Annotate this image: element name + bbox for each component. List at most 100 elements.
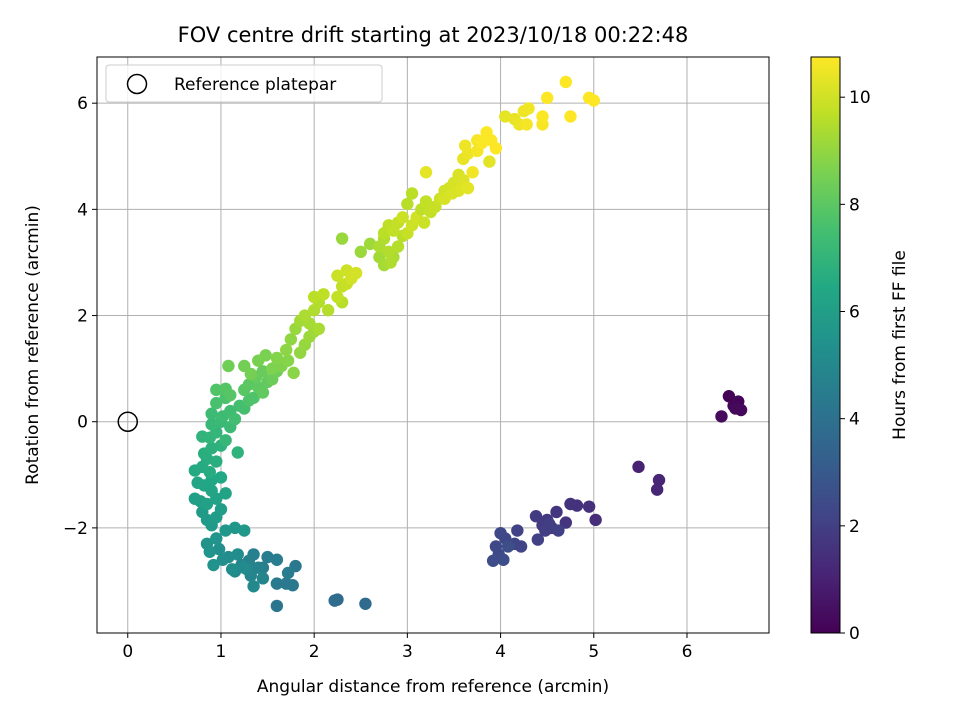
- data-point: [542, 517, 556, 530]
- data-point: [445, 187, 459, 200]
- colorbar-tick-label: 4: [849, 410, 860, 430]
- data-point: [419, 166, 433, 179]
- data-point: [242, 378, 256, 391]
- data-point: [259, 349, 272, 362]
- data-point: [529, 510, 543, 523]
- data-point: [281, 354, 295, 367]
- y-tick-label: 2: [77, 307, 88, 327]
- data-point: [559, 75, 573, 89]
- data-point: [520, 118, 533, 131]
- data-point: [564, 497, 577, 511]
- data-point: [219, 434, 232, 447]
- data-point: [256, 386, 270, 399]
- data-point: [461, 181, 475, 195]
- x-tick-label: 2: [309, 642, 320, 662]
- x-tick-label: 6: [682, 642, 693, 662]
- data-point: [270, 351, 284, 365]
- x-tick-label: 5: [588, 642, 599, 662]
- legend-open-circle-icon: [126, 73, 148, 95]
- data-point: [511, 524, 524, 537]
- data-point: [349, 266, 363, 280]
- data-point: [458, 139, 472, 152]
- data-point: [256, 365, 270, 378]
- data-point: [231, 446, 244, 459]
- data-point: [228, 521, 242, 535]
- data-point: [359, 597, 372, 611]
- data-point: [224, 388, 237, 402]
- data-point: [499, 110, 512, 123]
- data-point: [212, 542, 226, 556]
- y-tick-label: 6: [77, 94, 88, 114]
- data-point: [564, 110, 577, 123]
- data-point: [501, 540, 515, 553]
- data-point: [589, 513, 602, 527]
- data-point: [203, 465, 216, 479]
- data-point: [307, 290, 321, 304]
- data-point: [384, 256, 397, 269]
- data-point: [270, 577, 284, 590]
- colorbar-ticks: 0 2 4 6 8 10: [840, 88, 871, 644]
- y-tick-label: −2: [63, 519, 88, 539]
- data-point: [188, 492, 202, 505]
- data-point: [207, 558, 220, 572]
- data-point: [550, 505, 563, 519]
- data-point: [216, 553, 230, 566]
- data-point: [238, 561, 251, 574]
- data-point: [219, 524, 232, 537]
- data-point: [225, 563, 239, 576]
- x-tick-label: 4: [495, 642, 506, 662]
- data-point: [256, 572, 270, 585]
- x-tick-label: 1: [216, 642, 227, 662]
- colorbar-tick-label: 8: [849, 195, 860, 215]
- y-tick-label: 4: [77, 200, 88, 220]
- data-point: [280, 577, 293, 590]
- data-point: [522, 102, 535, 115]
- data-point: [231, 548, 244, 561]
- data-point: [722, 390, 736, 403]
- data-point: [210, 455, 223, 468]
- data-points: [117, 75, 748, 613]
- data-point: [252, 561, 265, 574]
- data-point: [281, 566, 295, 580]
- data-point: [582, 500, 596, 513]
- data-point: [715, 410, 728, 423]
- data-point: [247, 391, 260, 405]
- data-point: [280, 343, 293, 357]
- data-point: [328, 594, 341, 607]
- axes: 0 1 2 3 4 5 6 −2 0 2 4 6: [63, 94, 692, 662]
- data-point: [244, 367, 257, 381]
- data-point: [331, 269, 344, 282]
- data-point: [214, 503, 228, 516]
- data-point: [391, 240, 405, 253]
- data-point: [489, 142, 503, 155]
- data-point: [222, 359, 235, 373]
- data-point: [331, 290, 344, 304]
- x-tick-label: 3: [402, 642, 413, 662]
- data-point: [494, 526, 507, 540]
- legend-box: [105, 64, 383, 103]
- data-point: [287, 366, 300, 380]
- data-point: [417, 216, 431, 229]
- data-point: [552, 524, 565, 537]
- data-point: [219, 487, 232, 500]
- data-point: [483, 155, 496, 168]
- data-point: [270, 599, 284, 613]
- y-tick-label: 0: [77, 413, 88, 433]
- colorbar-tick-label: 6: [849, 303, 860, 323]
- data-point: [317, 288, 330, 301]
- data-point: [587, 94, 600, 107]
- data-point: [210, 532, 223, 545]
- data-point: [486, 554, 500, 568]
- data-point: [475, 136, 489, 150]
- data-point: [632, 460, 645, 474]
- data-point: [210, 396, 223, 410]
- data-point: [466, 166, 479, 179]
- legend-label: Reference platepar: [174, 75, 336, 95]
- data-point: [312, 322, 326, 336]
- legend: Reference platepar: [105, 64, 383, 103]
- colorbar-tick-label: 10: [849, 88, 871, 108]
- x-axis-label: Angular distance from reference (arcmin): [257, 677, 609, 697]
